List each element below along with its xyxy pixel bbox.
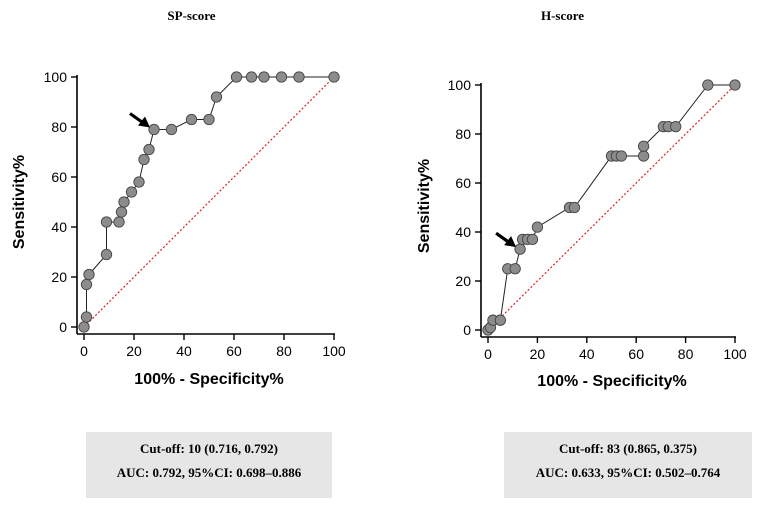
roc-data-point — [100, 248, 113, 261]
roc-data-point — [100, 216, 113, 228]
roc-data-point — [258, 71, 270, 83]
roc-data-point — [165, 123, 178, 136]
roc-data-point — [637, 140, 650, 152]
roc-data-point — [494, 314, 507, 326]
auc-text: AUC: 0.633, 95%CI: 0.502–0.764 — [535, 465, 721, 480]
x-tick-label: 80 — [276, 343, 292, 359]
y-tick-label: 0 — [463, 322, 471, 338]
roc-data-point — [615, 150, 628, 162]
cutoff-text: Cut-off: 10 (0.716, 0.792) — [140, 441, 278, 456]
roc-data-point — [210, 91, 223, 103]
x-tick-label: 80 — [678, 346, 694, 362]
y-tick-label: 20 — [455, 273, 471, 289]
x-tick-label: 100 — [322, 343, 346, 359]
cutoff-arrow-icon — [495, 231, 517, 248]
x-tick-label: 40 — [176, 343, 192, 359]
h-score-roc-chart: Sensitivity% 100% - Specificity% 0 20 40 60… — [416, 77, 747, 390]
y-tick-label: 40 — [455, 224, 471, 240]
y-tick-label: 60 — [455, 175, 471, 191]
reference-diagonal-line — [83, 76, 335, 328]
roc-data-point — [80, 278, 93, 291]
roc-data-point — [143, 143, 155, 156]
y-tick-label: 100 — [44, 69, 68, 85]
roc-data-point — [203, 113, 215, 126]
roc-data-point — [113, 216, 125, 228]
roc-data-point — [568, 201, 581, 214]
roc-data-point — [514, 243, 526, 255]
x-tick-label: 20 — [530, 346, 546, 362]
y-tick-label: 60 — [51, 169, 67, 185]
roc-data-point — [328, 71, 340, 83]
x-axis-label: 100% - Specificity% — [134, 371, 283, 388]
y-tick-label: 0 — [59, 319, 67, 335]
roc-data-point — [526, 233, 539, 246]
x-tick-label: 60 — [226, 343, 242, 359]
reference-diagonal-line — [487, 84, 736, 331]
roc-data-point — [509, 263, 521, 275]
roc-data-point — [138, 153, 150, 166]
roc-data-point — [531, 221, 544, 233]
roc-data-point — [293, 71, 305, 83]
roc-data-point — [670, 121, 682, 133]
roc-data-point — [133, 176, 145, 188]
y-tick-label: 40 — [51, 219, 67, 235]
roc-data-point — [83, 268, 95, 281]
roc-data-point — [245, 71, 258, 83]
x-tick-label: 0 — [484, 346, 492, 362]
y-axis-label: Sensitivity% — [416, 159, 433, 253]
cutoff-text: Cut-off: 83 (0.865, 0.375) — [559, 441, 697, 456]
chart-title: H-score — [540, 8, 585, 23]
y-tick-label: 80 — [51, 119, 67, 135]
roc-data-point — [148, 123, 160, 136]
stats-annotation-box: Cut-off: 10 (0.716, 0.792) AUC: 0.792, 9… — [86, 432, 332, 498]
h-score-panel: H-score Sensitivity% 100% - Specificity%… — [383, 0, 766, 513]
y-axis-label: Sensitivity% — [11, 155, 28, 249]
x-axis-label: 100% - Specificity% — [537, 373, 686, 390]
roc-data-point — [78, 321, 90, 333]
x-tick-label: 40 — [579, 346, 595, 362]
y-tick-label: 100 — [448, 77, 472, 93]
arrow-head — [504, 236, 517, 248]
roc-data-point — [702, 79, 714, 91]
y-tick-label: 20 — [51, 269, 67, 285]
auc-text: AUC: 0.792, 95%CI: 0.698–0.886 — [116, 465, 302, 480]
arrow-head — [138, 116, 150, 128]
chart-title: SP-score — [167, 8, 216, 23]
y-tick-label: 80 — [455, 126, 471, 142]
roc-data-point — [125, 186, 138, 198]
roc-data-point — [729, 79, 741, 91]
x-tick-label: 60 — [628, 346, 644, 362]
stats-annotation-box: Cut-off: 83 (0.865, 0.375) AUC: 0.633, 9… — [504, 432, 752, 498]
roc-data-point — [230, 71, 243, 83]
roc-data-point — [80, 311, 93, 323]
sp-score-panel: SP-score Sensitivity% 100% - Specificity… — [11, 8, 346, 498]
roc-data-point — [115, 206, 128, 218]
roc-data-point — [637, 150, 650, 162]
x-tick-label: 0 — [80, 343, 88, 359]
roc-data-point — [185, 113, 198, 126]
roc-data-point — [118, 196, 130, 208]
roc-data-point — [275, 71, 288, 83]
x-tick-label: 20 — [126, 343, 142, 359]
sp-score-roc-chart: Sensitivity% 100% - Specificity% 0 20 40 60… — [11, 69, 346, 388]
cutoff-arrow-icon — [129, 112, 150, 128]
x-tick-label: 100 — [723, 346, 747, 362]
